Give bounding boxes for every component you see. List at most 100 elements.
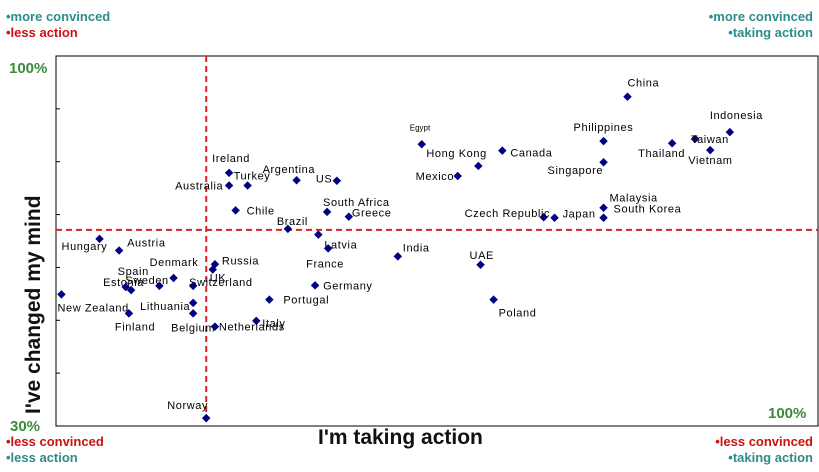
point-marker-finland [124, 309, 134, 318]
corner-bottom-left: •less convinced •less action [6, 434, 104, 466]
plot-frame [55, 55, 819, 427]
point-marker-estonia [126, 285, 136, 295]
point-marker-argentina [292, 175, 301, 185]
point-label-denmark: Denmark [150, 257, 199, 269]
corner-bl-line1: •less convinced [6, 434, 104, 449]
point-marker-us [332, 176, 342, 185]
point-label-latvia: Latvia [324, 240, 357, 252]
point-label-canada: Canada [510, 148, 552, 160]
point-label-thailand: Thailand [638, 148, 685, 160]
point-label-portugal: Portugal [283, 295, 329, 307]
point-label-belgium: Belgium [171, 322, 215, 334]
point-label-uk: UK [210, 273, 227, 285]
point-label-malaysia: Malaysia [610, 193, 658, 205]
point-label-estonia: Estonia [103, 277, 144, 289]
point-label-greece: Greece [352, 208, 392, 220]
point-marker-greece [344, 212, 354, 221]
point-marker-belgium [188, 309, 198, 318]
point-label-taiwan: Taiwan [691, 134, 729, 146]
point-label-hungary: Hungary [62, 241, 108, 253]
point-label-brazil: Brazil [277, 216, 308, 228]
point-label-australia: Australia [175, 181, 223, 193]
corner-tr-line1: •more convinced [708, 9, 813, 24]
point-label-south-africa: South Africa [323, 197, 390, 209]
point-marker-chile [231, 206, 240, 215]
point-marker-austria [114, 246, 124, 255]
point-marker-egypt [417, 140, 427, 149]
point-marker-india [393, 252, 403, 261]
corner-tl-line2: •less action [6, 25, 78, 40]
point-label-france: France [306, 258, 344, 270]
y-axis-ticks [56, 108, 60, 374]
point-label-argentina: Argentina [263, 164, 316, 176]
point-marker-switzerland [188, 281, 198, 291]
point-label-finland: Finland [115, 321, 155, 333]
corner-tl-line1: •more convinced [6, 9, 111, 24]
point-label-chile: Chile [247, 205, 275, 217]
point-label-switzerland: Switzerland [189, 277, 252, 289]
point-marker-spain [121, 282, 130, 292]
point-label-japan: Japan [563, 209, 596, 221]
point-label-spain: Spain [118, 266, 149, 278]
point-label-austria: Austria [127, 238, 166, 250]
point-label-russia: Russia [222, 255, 260, 267]
point-label-poland: Poland [499, 308, 537, 320]
point-label-mexico: Mexico [416, 171, 454, 183]
corner-top-right: •more convinced •taking action [709, 9, 813, 41]
point-label-egypt: Egypt [410, 123, 431, 132]
point-label-vietnam: Vietnam [688, 155, 732, 167]
point-marker-lithuania [188, 298, 198, 308]
x-axis-title: I'm taking action [318, 426, 483, 449]
point-label-philippines: Philippines [574, 122, 634, 134]
point-marker-hong-kong [474, 161, 483, 171]
point-marker-netherlands [210, 322, 220, 331]
point-marker-norway [201, 413, 211, 423]
point-label-south-korea: South Korea [614, 204, 682, 216]
point-label-italy: Italy [262, 318, 285, 330]
point-marker-malaysia [599, 203, 608, 212]
corner-top-left: •more convinced •less action [6, 9, 110, 41]
point-label-uae: UAE [470, 250, 494, 262]
point-label-hong-kong: Hong Kong [426, 148, 486, 160]
point-label-ireland: Ireland [212, 153, 250, 165]
point-marker-australia [224, 181, 234, 190]
point-marker-vietnam [705, 145, 715, 155]
point-marker-china [623, 92, 632, 101]
point-label-singapore: Singapore [548, 165, 604, 177]
point-marker-south-africa [322, 207, 332, 217]
point-marker-latvia [314, 230, 323, 239]
point-marker-new-zealand [57, 290, 66, 299]
point-label-us: US [316, 174, 332, 186]
point-label-lithuania: Lithuania [140, 301, 190, 313]
point-marker-portugal [265, 295, 274, 304]
corner-br-line1: •less convinced [715, 434, 813, 449]
point-label-norway: Norway [167, 400, 208, 412]
point-label-china: China [628, 78, 660, 90]
point-label-sweden: Sweden [125, 275, 168, 287]
point-marker-germany [310, 281, 320, 290]
point-label-turkey: Turkey [234, 171, 271, 183]
corner-br-line2: •taking action [728, 450, 813, 465]
point-marker-uk [208, 265, 217, 274]
axis-origin-label: 30% [10, 418, 41, 435]
point-label-india: India [403, 242, 430, 254]
corner-bl-line2: •less action [6, 450, 78, 465]
point-marker-thailand [667, 138, 677, 148]
point-label-indonesia: Indonesia [710, 110, 763, 122]
point-marker-italy [252, 316, 261, 326]
corner-tr-line2: •taking action [728, 25, 813, 40]
point-marker-japan [550, 213, 559, 222]
point-marker-poland [489, 295, 498, 304]
point-marker-denmark [169, 273, 178, 283]
point-marker-ireland [224, 168, 234, 178]
point-marker-turkey [243, 181, 252, 190]
point-marker-canada [498, 146, 507, 155]
point-marker-france [323, 244, 333, 253]
point-marker-sweden [155, 281, 164, 291]
point-marker-hungary [95, 234, 104, 244]
point-marker-brazil [283, 224, 293, 234]
point-label-netherlands: Netherlands [219, 322, 285, 334]
x-axis-max-label: 100% [768, 405, 807, 422]
